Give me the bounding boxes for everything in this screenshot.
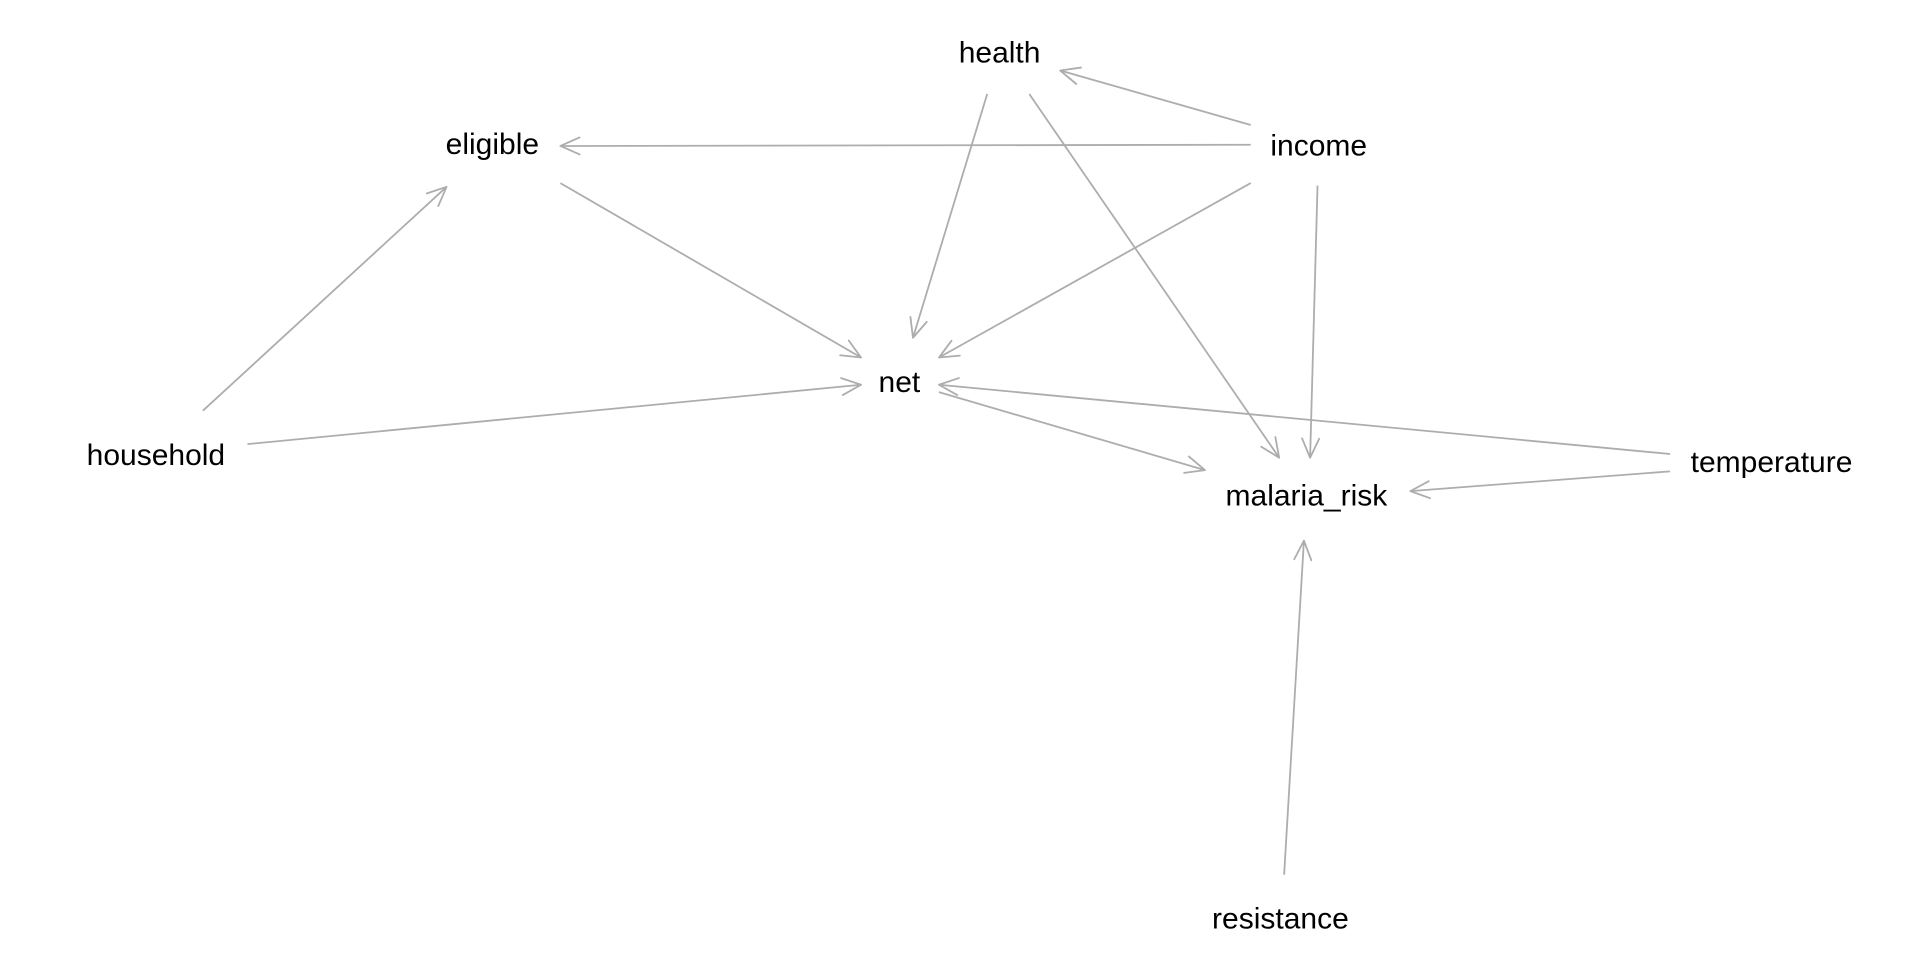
edge-temperature-to-malaria_risk (1409, 470, 1671, 500)
arrowhead-icon (938, 339, 961, 359)
node-malaria-risk: malaria_risk (1226, 480, 1389, 513)
edge-line (1059, 69, 1251, 126)
edge-income-to-health (1059, 66, 1251, 126)
edge-income-to-eligible (559, 136, 1251, 156)
edge-line (938, 383, 1671, 455)
node-household: household (87, 439, 225, 472)
node-temperature: temperature (1691, 446, 1853, 479)
edge-household-to-net (247, 377, 862, 446)
edge-line (1028, 93, 1280, 459)
node-eligible: eligible (446, 128, 539, 161)
edge-line (938, 182, 1252, 359)
edges-layer (202, 66, 1671, 875)
node-resistance: resistance (1212, 903, 1349, 936)
edge-resistance-to-malaria_risk (1283, 539, 1313, 875)
arrowhead-icon (839, 339, 862, 359)
edge-income-to-net (938, 182, 1252, 359)
edge-eligible-to-net (559, 182, 862, 359)
nodes-layer: health eligible income net household temperat… (87, 37, 1853, 936)
node-net: net (879, 366, 921, 399)
arrowhead-icon (559, 136, 581, 156)
node-income: income (1270, 129, 1367, 162)
edge-income-to-malaria_risk (1301, 185, 1321, 459)
edge-line (202, 186, 448, 412)
edge-line (1283, 540, 1305, 875)
arrowhead-icon (1301, 437, 1321, 459)
edge-household-to-eligible (202, 185, 448, 412)
edge-line (559, 182, 862, 359)
edge-line (560, 143, 1251, 147)
edge-temperature-to-net (938, 377, 1671, 455)
arrowhead-icon (1260, 436, 1281, 459)
edge-health-to-net (909, 93, 989, 339)
arrowhead-icon (1059, 66, 1082, 85)
arrowhead-icon (909, 315, 928, 339)
arrowhead-icon (1409, 480, 1431, 500)
edge-line (247, 383, 862, 446)
edge-health-to-malaria_risk (1028, 93, 1281, 459)
edge-line (938, 391, 1206, 471)
edge-line (912, 93, 989, 338)
arrowhead-icon (425, 185, 448, 207)
edge-line (1410, 470, 1671, 493)
node-health: health (959, 37, 1041, 70)
arrowhead-icon (938, 377, 960, 396)
edge-line (1309, 185, 1319, 458)
arrowhead-icon (1293, 539, 1313, 562)
arrowhead-icon (840, 377, 862, 396)
edge-net-to-malaria_risk (938, 391, 1206, 474)
arrowhead-icon (1183, 455, 1206, 474)
